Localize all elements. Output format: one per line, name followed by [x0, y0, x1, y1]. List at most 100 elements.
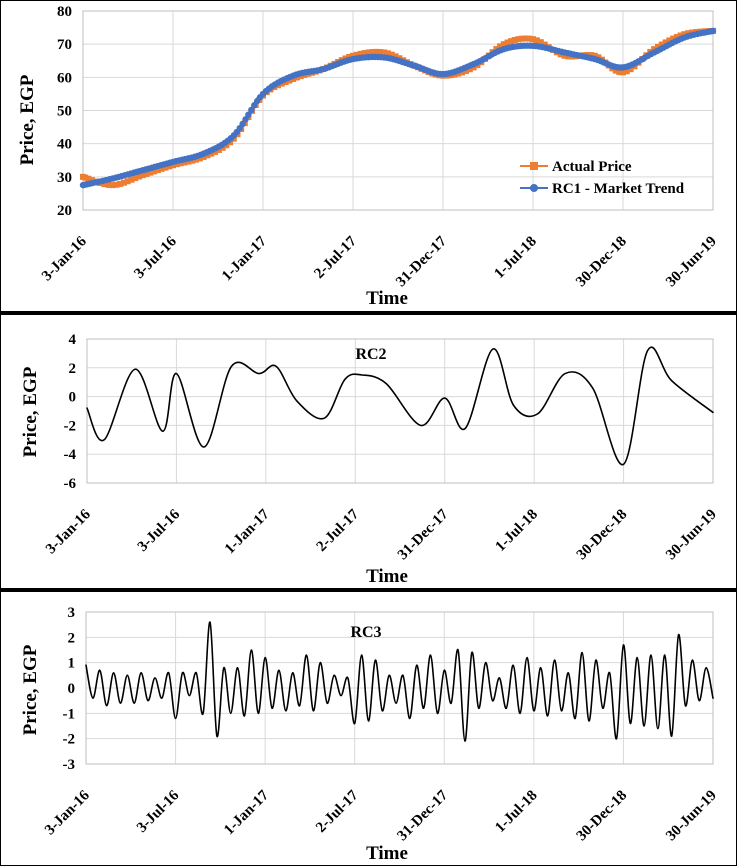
x-tick-label: 1-Jan-17 [222, 506, 273, 557]
series-panel-2 [86, 346, 714, 466]
series-line-rc2 [86, 346, 714, 466]
x-axis-label-panel-1: Time [366, 288, 408, 309]
data-point-actual-price [290, 75, 297, 82]
x-ticks-panel-2: 3-Jan-16 3-Jul-16 1-Jan-17 2-Jul-17 31-Dec-1… [43, 506, 720, 563]
x-tick-label: 3-Jan-16 [42, 787, 93, 838]
y-tick-label: -2 [64, 418, 77, 434]
y-tick-label: 80 [57, 4, 72, 20]
y-tick-label: 1 [68, 656, 76, 672]
y-tick-label: -4 [64, 447, 77, 463]
x-tick-label: 30-Jun-19 [663, 788, 720, 845]
x-tick-label: 1-Jan-17 [219, 233, 270, 284]
data-point-actual-price [113, 181, 120, 188]
data-point-actual-price [139, 172, 146, 179]
y-tick-label: -3 [63, 757, 76, 773]
data-point-actual-price [166, 163, 173, 170]
data-point-actual-price [530, 36, 536, 43]
data-point-actual-price [85, 175, 92, 182]
data-point-actual-price [117, 180, 124, 187]
series-panel-1 [79, 27, 717, 189]
data-point-actual-price [200, 153, 207, 160]
data-point-market-trend [242, 116, 249, 123]
data-point-actual-price [377, 49, 384, 56]
data-point-actual-price [662, 39, 669, 46]
x-tick-label: 3-Jul-16 [131, 233, 180, 282]
data-point-actual-price [627, 66, 634, 73]
legend-marker-actual-price [530, 162, 538, 170]
x-tick-label: 30-Jun-19 [663, 507, 720, 564]
data-point-actual-price [681, 31, 688, 38]
x-tick-label: 31-Dec-17 [395, 506, 452, 563]
data-point-actual-price [518, 35, 525, 42]
data-point-actual-price [109, 182, 116, 189]
data-point-actual-price [522, 35, 529, 42]
data-point-actual-price [670, 35, 677, 42]
data-point-actual-price [612, 67, 619, 74]
data-point-actual-price [154, 167, 161, 174]
data-point-market-trend [709, 27, 717, 35]
x-tick-label: 31-Dec-17 [393, 233, 450, 290]
data-point-actual-price [105, 181, 112, 188]
data-point-actual-price [361, 50, 368, 57]
x-tick-label: 3-Jan-16 [39, 233, 90, 284]
data-point-actual-price [497, 43, 504, 50]
data-point-actual-price [666, 37, 673, 44]
y-tick-label: 70 [57, 37, 72, 53]
data-point-actual-price [459, 69, 466, 76]
data-point-actual-price [101, 181, 108, 188]
x-tick-label: 3-Jul-16 [134, 787, 183, 836]
y-tick-label: 4 [69, 332, 77, 348]
x-tick-label: 1-Jul-18 [493, 507, 541, 555]
data-point-actual-price [677, 32, 684, 39]
x-ticks-panel-3: 3-Jan-16 3-Jul-16 1-Jan-17 2-Jul-17 31-Dec-1… [42, 787, 720, 844]
data-point-actual-price [353, 51, 360, 58]
y-ticks-panel-3: -3 -2 -1 0 1 2 3 [63, 605, 76, 773]
data-point-actual-price [508, 38, 515, 45]
data-point-actual-price [462, 67, 469, 74]
x-tick-label: 1-Jan-17 [221, 787, 272, 838]
x-tick-label: 31-Dec-17 [394, 787, 451, 844]
x-tick-label: 1-Jul-18 [492, 788, 540, 836]
legend: Actual Price RC1 - Market Trend [520, 159, 685, 197]
y-tick-label: 20 [57, 203, 72, 219]
data-point-actual-price [651, 46, 658, 53]
y-tick-label: -1 [63, 706, 76, 722]
data-point-actual-price [215, 146, 222, 153]
data-point-actual-price [466, 66, 473, 73]
y-tick-label: 50 [57, 104, 72, 120]
data-point-actual-price [500, 41, 507, 48]
data-point-actual-price [654, 43, 661, 50]
panel-rc2: -6 -4 -2 0 2 4 3-Jan-16 3-Jul-16 1-Jan-17 2-Jul-… [20, 332, 720, 587]
data-point-actual-price [504, 39, 511, 46]
data-point-actual-price [541, 41, 548, 48]
data-point-market-trend [239, 120, 246, 128]
data-point-actual-price [120, 179, 127, 186]
data-point-actual-price [350, 52, 356, 59]
y-tick-label: 2 [68, 630, 76, 646]
data-point-actual-price [470, 64, 477, 71]
data-point-actual-price [381, 49, 388, 56]
y-axis-label-panel-2: Price, EGP [20, 366, 41, 457]
data-point-actual-price [373, 48, 380, 55]
x-tick-label: 30-Jun-19 [663, 234, 720, 291]
data-point-actual-price [388, 51, 395, 58]
panel-market-trend: 20 30 40 50 60 70 80 3-Jan-16 3-Jul-16 1-Jan-17 2… [17, 4, 720, 309]
data-point-actual-price [658, 41, 665, 48]
data-point-actual-price [177, 160, 184, 167]
y-axis-label-panel-3: Price, EGP [20, 644, 41, 735]
y-tick-label: 60 [57, 70, 72, 86]
y-tick-label: 0 [68, 681, 76, 697]
data-point-actual-price [392, 53, 399, 60]
x-axis-label-panel-2: Time [366, 566, 408, 587]
data-point-actual-price [365, 49, 372, 56]
plot-area-panel-1 [82, 10, 714, 211]
y-tick-label: 3 [68, 605, 76, 621]
data-point-actual-price [286, 77, 293, 84]
data-point-actual-price [537, 39, 544, 46]
data-point-actual-price [143, 170, 150, 177]
legend-item-market-trend: RC1 - Market Trend [520, 181, 685, 197]
data-point-actual-price [511, 37, 518, 44]
x-tick-label: 3-Jan-16 [43, 506, 94, 557]
legend-label-actual-price: Actual Price [552, 159, 632, 175]
data-point-actual-price [147, 169, 154, 176]
